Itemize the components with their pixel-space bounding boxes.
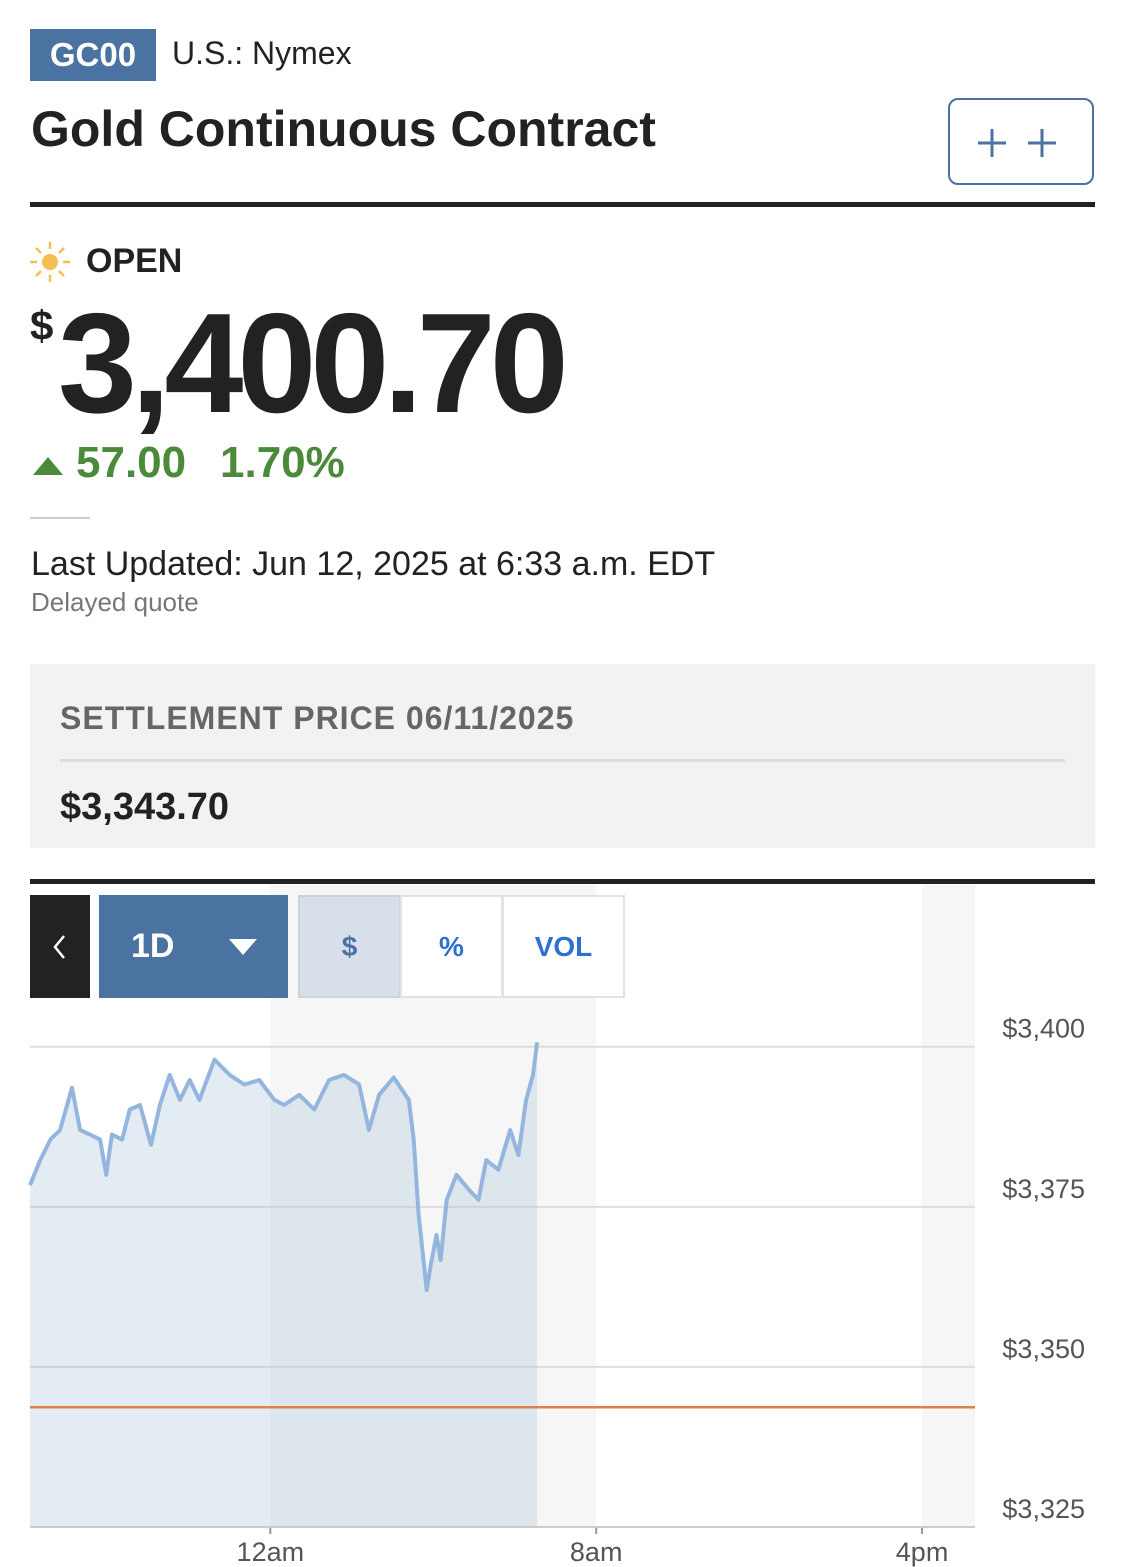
header-rule (30, 202, 1095, 207)
chevron-icon (53, 934, 65, 959)
add-watchlist-button[interactable] (948, 98, 1094, 185)
settlement-rule (60, 759, 1065, 762)
settlement-label: SETTLEMENT PRICE 06/11/2025 (60, 700, 575, 736)
range-label: 1D (131, 927, 175, 965)
up-triangle (33, 457, 63, 475)
mode-button[interactable]: % (400, 895, 503, 998)
dropdown-arrow (229, 939, 257, 955)
price-line (28, 1042, 540, 1293)
mode-button[interactable]: VOL (502, 895, 625, 998)
market-status: OPEN (86, 242, 183, 280)
x-tick-label: 12am (237, 1537, 305, 1567)
x-tick-label: 8am (570, 1537, 623, 1567)
y-tick-label: $3,400 (1002, 1014, 1085, 1044)
exchange: U.S.: Nymex (172, 35, 352, 71)
delay-note: Delayed quote (31, 587, 199, 617)
back-button[interactable] (30, 895, 90, 998)
last-updated: Last Updated: Jun 12, 2025 at 6:33 a.m. … (31, 545, 716, 583)
currency-symbol: $ (30, 302, 54, 349)
sun-icon (30, 242, 70, 282)
price: 3,400.70 (58, 284, 569, 443)
price-area (30, 1042, 538, 1527)
page-title: Gold Continuous Contract (31, 101, 656, 157)
mode-button[interactable]: $ (298, 895, 401, 998)
x-tick-label: 4pm (896, 1537, 949, 1567)
settlement-value: $3,343.70 (60, 786, 230, 828)
plus-icons (978, 129, 1056, 157)
chart-rule (30, 879, 1095, 884)
range-dropdown[interactable]: 1D (99, 895, 288, 998)
price-change: 57.00 (76, 438, 187, 487)
settlement-box: SETTLEMENT PRICE 06/11/2025 $3,343.70 (30, 664, 1095, 848)
percent-change: 1.70% (220, 438, 345, 487)
y-tick-label: $3,375 (1002, 1174, 1085, 1204)
symbol-badge: GC00 (30, 29, 156, 81)
divider (30, 517, 90, 519)
y-tick-label: $3,325 (1002, 1494, 1085, 1524)
y-tick-label: $3,350 (1002, 1334, 1085, 1364)
